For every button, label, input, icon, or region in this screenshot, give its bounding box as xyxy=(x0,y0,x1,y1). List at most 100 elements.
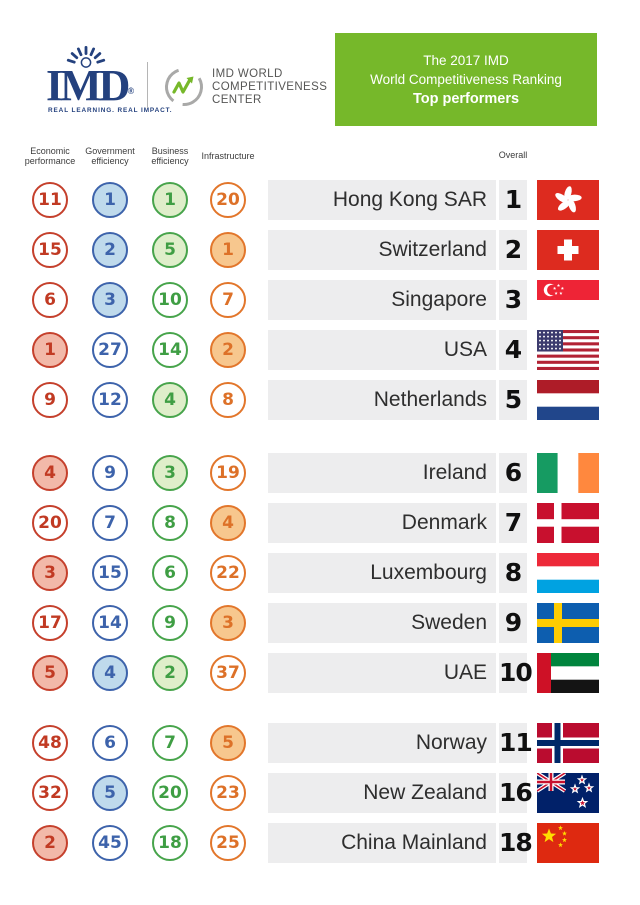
country-row: 1 27 14 2 USA 4 xyxy=(0,330,640,370)
score-circle-business-efficiency: 4 xyxy=(152,382,188,418)
country-name: Singapore xyxy=(391,288,487,311)
score-circle-government-efficiency: 7 xyxy=(92,505,128,541)
bar-divider xyxy=(496,230,499,270)
score-circle-infrastructure: 2 xyxy=(210,332,246,368)
country-bar: Luxembourg 8 xyxy=(268,553,527,593)
wcc-line2: COMPETITIVENESS xyxy=(212,81,328,93)
flag-netherlands-icon xyxy=(537,380,599,420)
column-header-infrastructure: Infrastructure xyxy=(201,150,255,161)
country-row: 32 5 20 23 New Zealand 16 xyxy=(0,773,640,813)
score-circle-economic-performance: 11 xyxy=(32,182,68,218)
country-row: 3 15 6 22 Luxembourg 8 xyxy=(0,553,640,593)
overall-rank: 4 xyxy=(504,335,522,364)
wcc-line3: CENTER xyxy=(212,94,262,106)
score-circle-business-efficiency: 7 xyxy=(152,725,188,761)
country-bar: Sweden 9 xyxy=(268,603,527,643)
country-bar: Switzerland 2 xyxy=(268,230,527,270)
flag-new-zealand-icon xyxy=(537,773,599,813)
score-circle-economic-performance: 1 xyxy=(32,332,68,368)
score-circle-government-efficiency: 15 xyxy=(92,555,128,591)
bar-divider xyxy=(496,280,499,320)
bar-divider xyxy=(496,603,499,643)
overall-rank: 7 xyxy=(504,508,522,537)
bar-divider xyxy=(496,653,499,693)
score-circle-business-efficiency: 1 xyxy=(152,182,188,218)
score-circle-infrastructure: 23 xyxy=(210,775,246,811)
score-circle-infrastructure: 37 xyxy=(210,655,246,691)
score-circle-business-efficiency: 8 xyxy=(152,505,188,541)
overall-column-header: Overall xyxy=(498,150,528,160)
score-circle-economic-performance: 4 xyxy=(32,455,68,491)
column-header-government-efficiency: Government efficiency xyxy=(85,145,135,167)
score-circle-business-efficiency: 9 xyxy=(152,605,188,641)
score-circle-government-efficiency: 6 xyxy=(92,725,128,761)
wcc-logo-icon xyxy=(163,66,205,113)
score-circle-government-efficiency: 3 xyxy=(92,282,128,318)
score-circle-infrastructure: 4 xyxy=(210,505,246,541)
country-bar: Hong Kong SAR 1 xyxy=(268,180,527,220)
score-circle-economic-performance: 32 xyxy=(32,775,68,811)
country-name: New Zealand xyxy=(363,781,487,804)
banner-line3: Top performers xyxy=(412,90,520,107)
country-row: 9 12 4 8 Netherlands 5 xyxy=(0,380,640,420)
country-bar: China Mainland 18 xyxy=(268,823,533,863)
country-name: Sweden xyxy=(411,611,487,634)
ranking-section-3: 48 6 7 5 Norway 11 32 5 20 23 New Zealand 16 2… xyxy=(0,723,640,873)
country-name: Denmark xyxy=(401,511,487,534)
flag-uae-icon xyxy=(537,653,599,693)
flag-ireland-icon xyxy=(537,453,599,493)
imd-logo: IMD® xyxy=(46,61,135,110)
score-circle-economic-performance: 20 xyxy=(32,505,68,541)
flag-denmark-icon xyxy=(537,503,599,543)
country-row: 48 6 7 5 Norway 11 xyxy=(0,723,640,763)
score-circle-business-efficiency: 10 xyxy=(152,282,188,318)
registered-mark: ® xyxy=(127,86,135,96)
overall-rank: 10 xyxy=(499,658,533,687)
score-circle-government-efficiency: 45 xyxy=(92,825,128,861)
flag-china-icon xyxy=(537,823,599,863)
score-circle-business-efficiency: 18 xyxy=(152,825,188,861)
flag-switzerland-icon xyxy=(537,230,599,270)
score-circle-government-efficiency: 1 xyxy=(92,182,128,218)
overall-rank: 6 xyxy=(504,458,522,487)
country-name: Norway xyxy=(415,731,487,754)
flag-sweden-icon xyxy=(537,603,599,643)
overall-rank: 2 xyxy=(504,235,522,264)
country-bar: Singapore 3 xyxy=(268,280,527,320)
column-header-economic-performance: Economic performance xyxy=(24,145,76,167)
overall-rank: 8 xyxy=(504,558,522,587)
bar-divider xyxy=(496,723,499,763)
overall-rank: 16 xyxy=(499,778,533,807)
score-circle-infrastructure: 7 xyxy=(210,282,246,318)
flag-usa-icon xyxy=(537,330,599,370)
country-bar: UAE 10 xyxy=(268,653,533,693)
overall-rank: 3 xyxy=(504,285,522,314)
country-row: 5 4 2 37 UAE 10 xyxy=(0,653,640,693)
bar-divider xyxy=(496,330,499,370)
score-circle-government-efficiency: 14 xyxy=(92,605,128,641)
wcc-logo-text: IMD WORLD COMPETITIVENESS CENTER xyxy=(212,68,327,107)
logo-divider xyxy=(147,62,148,108)
flag-singapore-icon xyxy=(537,280,599,320)
bar-divider xyxy=(496,503,499,543)
banner-line1: The 2017 IMD xyxy=(423,52,509,68)
country-name: USA xyxy=(443,338,487,361)
country-row: 15 2 5 1 Switzerland 2 xyxy=(0,230,640,270)
score-circle-government-efficiency: 9 xyxy=(92,455,128,491)
score-circle-infrastructure: 25 xyxy=(210,825,246,861)
overall-rank: 11 xyxy=(499,728,533,757)
score-circle-economic-performance: 48 xyxy=(32,725,68,761)
country-row: 17 14 9 3 Sweden 9 xyxy=(0,603,640,643)
overall-rank: 18 xyxy=(499,828,533,857)
country-row: 4 9 3 19 Ireland 6 xyxy=(0,453,640,493)
imd-sun-icon xyxy=(64,44,108,75)
score-circle-economic-performance: 9 xyxy=(32,382,68,418)
score-circle-infrastructure: 20 xyxy=(210,182,246,218)
score-circle-economic-performance: 3 xyxy=(32,555,68,591)
bar-divider xyxy=(496,773,499,813)
country-name: Netherlands xyxy=(373,388,487,411)
country-name: Hong Kong SAR xyxy=(332,188,487,211)
score-circle-business-efficiency: 14 xyxy=(152,332,188,368)
score-circle-infrastructure: 1 xyxy=(210,232,246,268)
